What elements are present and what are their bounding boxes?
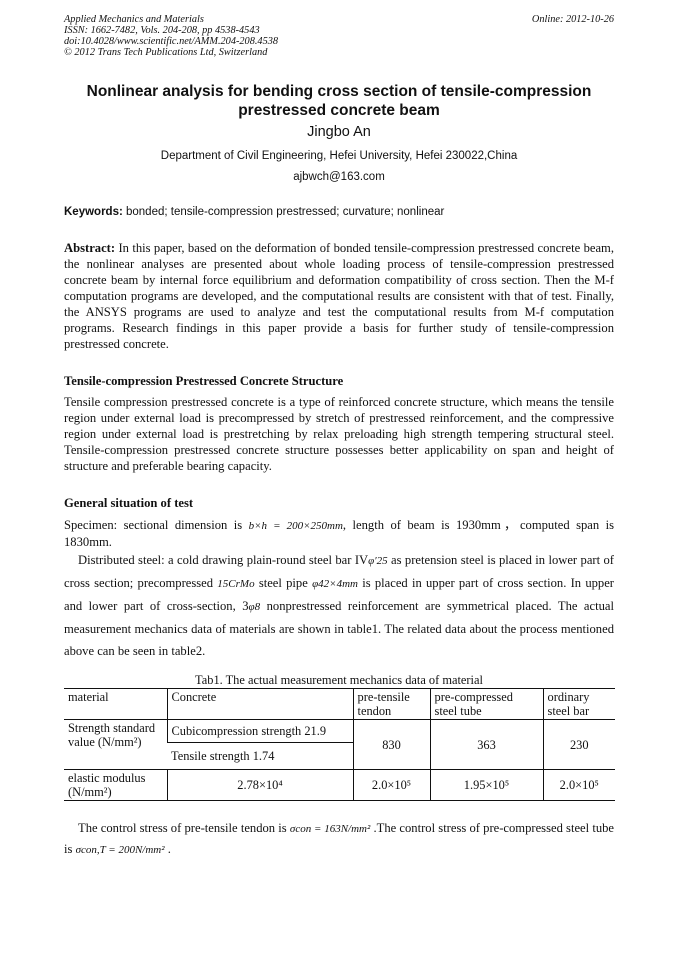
- math-expr: 15CrMo: [217, 578, 255, 590]
- section-heading: General situation of test: [64, 496, 194, 510]
- section-heading: Tensile-compression Prestressed Concrete…: [64, 374, 344, 388]
- paper-title: Nonlinear analysis for bending cross sec…: [86, 83, 592, 119]
- keywords: Keywords: bonded; tensile-compression pr…: [64, 206, 444, 218]
- copyright: © 2012 Trans Tech Publications Ltd, Swit…: [64, 47, 268, 58]
- steel-paragraph: Distributed steel: a cold drawing plain-…: [64, 553, 615, 658]
- table-caption: Tab1. The actual measurement mechanics d…: [195, 673, 483, 687]
- table-row: elastic modulus (N/mm²) 2.78×10⁴ 2.0×10⁵…: [64, 769, 615, 801]
- materials-table: material Concrete pre-tensile tendon pre…: [64, 688, 615, 801]
- author: Jingbo An: [307, 124, 371, 140]
- section-paragraph: Tensile compression prestressed concrete…: [64, 395, 614, 473]
- math-expr: σcon,T = 200N/mm²: [75, 844, 165, 856]
- math-expr: φ8: [248, 601, 261, 613]
- specimen-paragraph: Specimen: sectional dimension is b×h = 2…: [64, 518, 615, 549]
- doi: doi:10.4028/www.scientific.net/AMM.204-2…: [64, 36, 279, 47]
- abstract-text: In this paper, based on the deformation …: [64, 241, 614, 351]
- journal-header: Applied Mechanics and Materials ISSN: 16…: [64, 14, 278, 58]
- issn: ISSN: 1662-7482, Vols. 204-208, pp 4538-…: [64, 25, 260, 36]
- keywords-text: bonded; tensile-compression prestressed;…: [122, 206, 445, 218]
- journal-name: Applied Mechanics and Materials: [64, 14, 204, 25]
- math-expr: σcon = 163N/mm²: [289, 823, 371, 835]
- table-header-row: material Concrete pre-tensile tendon pre…: [64, 688, 615, 720]
- math-expr: b×h = 200×250mm: [248, 520, 343, 532]
- table-row: Strength standard value (N/mm²) Cubicomp…: [64, 719, 615, 770]
- math-expr: φ′25: [368, 555, 388, 567]
- email: ajbwch@163.com: [293, 171, 385, 183]
- affiliation: Department of Civil Engineering, Hefei U…: [160, 150, 518, 162]
- online-date: Online: 2012-10-26: [531, 14, 614, 25]
- math-expr: φ42×4mm: [312, 578, 358, 590]
- abstract-label: Abstract:: [64, 241, 116, 255]
- keywords-label: Keywords:: [64, 206, 123, 218]
- table-row: Tensile strength 1.74: [64, 742, 615, 770]
- control-stress-paragraph: The control stress of pre-tensile tendon…: [64, 821, 615, 856]
- abstract: Abstract: In this paper, based on the de…: [64, 240, 614, 352]
